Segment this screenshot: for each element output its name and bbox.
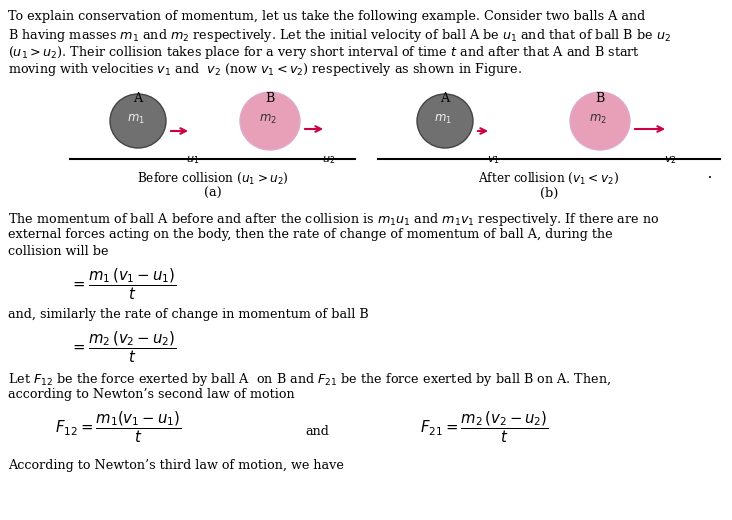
Text: $v_1$: $v_1$: [487, 154, 500, 166]
Ellipse shape: [110, 94, 166, 148]
Text: $= \dfrac{m_2\,(v_2 - u_2)}{t}$: $= \dfrac{m_2\,(v_2 - u_2)}{t}$: [70, 329, 176, 365]
Text: and: and: [305, 425, 329, 438]
Text: (a): (a): [203, 187, 221, 200]
Text: To explain conservation of momentum, let us take the following example. Consider: To explain conservation of momentum, let…: [8, 10, 645, 23]
Text: $u_1$: $u_1$: [186, 154, 199, 166]
Text: Let $F_{12}$ be the force exerted by ball A  on B and $F_{21}$ be the force exer: Let $F_{12}$ be the force exerted by bal…: [8, 371, 611, 388]
Text: After collision ($v_1 < v_2$): After collision ($v_1 < v_2$): [479, 171, 619, 186]
Text: •: •: [708, 175, 712, 181]
Text: $F_{12} = \dfrac{m_1(v_1 - u_1)}{t}$: $F_{12} = \dfrac{m_1(v_1 - u_1)}{t}$: [55, 409, 182, 445]
Text: and, similarly the rate of change in momentum of ball B: and, similarly the rate of change in mom…: [8, 308, 369, 321]
Text: $v_2$: $v_2$: [664, 154, 676, 166]
Text: The momentum of ball A before and after the collision is $m_1u_1$ and $m_1v_1$ r: The momentum of ball A before and after …: [8, 211, 660, 228]
Text: moving with velocities $v_1$ and  $v_2$ (now $v_1 < v_2$) respectively as shown : moving with velocities $v_1$ and $v_2$ (…: [8, 61, 522, 78]
Text: collision will be: collision will be: [8, 245, 108, 258]
Text: $= \dfrac{m_1\,(v_1 - u_1)}{t}$: $= \dfrac{m_1\,(v_1 - u_1)}{t}$: [70, 266, 176, 302]
Text: $m_1$: $m_1$: [127, 112, 145, 125]
Text: $m_2$: $m_2$: [589, 112, 607, 125]
Text: Before collision ($u_1 > u_2$): Before collision ($u_1 > u_2$): [137, 171, 288, 186]
Text: $m_2$: $m_2$: [259, 112, 277, 125]
Text: ($u_1 > u_2$). Their collision takes place for a very short interval of time $t$: ($u_1 > u_2$). Their collision takes pla…: [8, 44, 640, 61]
Text: B having masses $m_1$ and $m_2$ respectively. Let the initial velocity of ball A: B having masses $m_1$ and $m_2$ respecti…: [8, 27, 671, 44]
Text: A: A: [133, 92, 143, 105]
Text: $u_2$: $u_2$: [322, 154, 335, 166]
Text: B: B: [595, 92, 605, 105]
Text: according to Newton’s second law of motion: according to Newton’s second law of moti…: [8, 388, 294, 401]
Text: $F_{21} = \dfrac{m_2\,(v_2 - u_2)}{t}$: $F_{21} = \dfrac{m_2\,(v_2 - u_2)}{t}$: [420, 409, 549, 445]
Text: According to Newton’s third law of motion, we have: According to Newton’s third law of motio…: [8, 459, 344, 472]
Ellipse shape: [417, 94, 473, 148]
Text: A: A: [441, 92, 449, 105]
Ellipse shape: [570, 92, 630, 150]
Text: B: B: [266, 92, 274, 105]
Text: (b): (b): [539, 187, 559, 200]
Text: external forces acting on the body, then the rate of change of momentum of ball : external forces acting on the body, then…: [8, 228, 613, 241]
Ellipse shape: [240, 92, 300, 150]
Text: $m_1$: $m_1$: [434, 112, 452, 125]
